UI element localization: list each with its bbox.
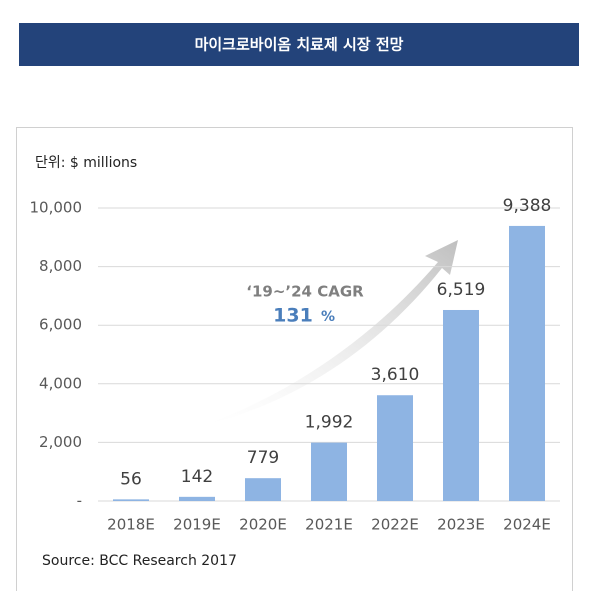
growth-arrow <box>205 240 458 425</box>
plot-area: - 2,000 4,000 6,000 8,000 10,000 2018E 56 2019E 1… <box>30 196 560 534</box>
y-tick-label: 6,000 <box>39 316 82 334</box>
x-tick-label: 2019E <box>173 516 221 534</box>
bar <box>245 478 281 501</box>
bar <box>443 309 479 501</box>
cagr-unit: % <box>321 309 335 325</box>
x-tick-label: 2023E <box>437 516 485 534</box>
title-banner <box>19 23 579 66</box>
x-tick-label: 2021E <box>305 516 353 534</box>
bar <box>311 442 347 501</box>
x-tick-label: 2020E <box>239 516 287 534</box>
value-label: 779 <box>247 448 279 468</box>
cagr-value: 131 <box>273 305 313 327</box>
y-tick-label: - <box>77 492 82 510</box>
x-tick-label: 2024E <box>503 516 551 534</box>
value-label: 9,388 <box>503 196 552 216</box>
source-note: Source: BCC Research 2017 <box>42 553 237 569</box>
value-label: 1,992 <box>305 413 354 433</box>
value-label: 142 <box>181 467 213 487</box>
y-tick-label: 2,000 <box>39 433 82 451</box>
bar <box>509 225 545 502</box>
chart-frame <box>16 127 573 595</box>
bar <box>377 395 413 501</box>
value-label: 6,519 <box>437 280 486 300</box>
y-tick-label: 10,000 <box>30 199 83 217</box>
value-label: 56 <box>120 469 142 489</box>
bar <box>113 499 149 501</box>
unit-label: 단위: $ millions <box>35 155 137 171</box>
cagr-label: ‘19~’24 CAGR <box>246 283 364 301</box>
bar <box>179 496 215 501</box>
value-label: 3,610 <box>371 365 420 385</box>
y-tick-label: 8,000 <box>39 257 82 275</box>
x-tick-label: 2022E <box>371 516 419 534</box>
y-tick-label: 4,000 <box>39 374 82 392</box>
x-tick-label: 2018E <box>107 516 155 534</box>
chart-title: 마이크로바이옴 치료제 시장 전망 <box>195 36 404 54</box>
